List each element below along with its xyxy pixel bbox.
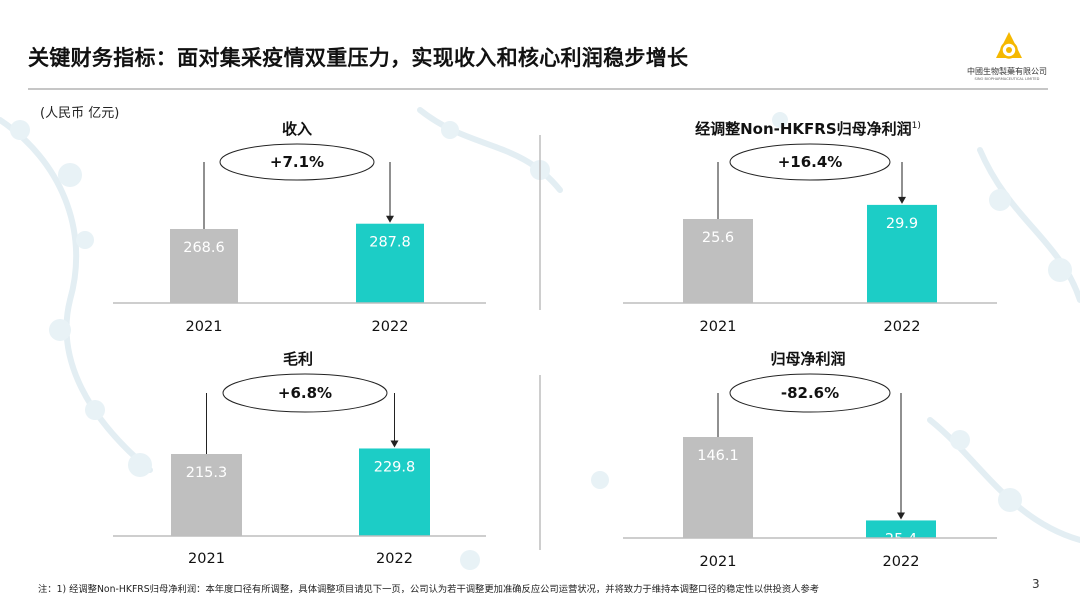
change-bubble — [219, 143, 375, 181]
page-number: 3 — [1032, 577, 1040, 591]
bar-value-label: 215.3 — [186, 465, 228, 481]
slide-title: 关键财务指标：面对集采疫情双重压力，实现收入和核心利润稳步增长 — [28, 46, 689, 70]
bar-value-label: 25.4 — [885, 531, 917, 547]
category-label: 2021 — [700, 319, 737, 335]
change-bubble — [729, 143, 891, 181]
bar-2022 — [359, 448, 430, 536]
change-bubble — [222, 373, 388, 413]
change-label: -82.6% — [781, 384, 839, 402]
category-label: 2022 — [884, 319, 921, 335]
bar-2022 — [866, 520, 936, 538]
category-label: 2021 — [186, 319, 223, 335]
category-label: 2021 — [700, 554, 737, 570]
bar-2022 — [356, 223, 424, 303]
bar-2021 — [171, 454, 242, 536]
bar-2021 — [683, 437, 753, 538]
bar-value-label: 25.6 — [702, 230, 734, 246]
title-divider — [28, 88, 1048, 90]
chart-title: 毛利 — [283, 350, 313, 368]
arrow-down-icon — [386, 215, 394, 223]
bar-value-label: 287.8 — [369, 235, 411, 251]
chart-title: 收入 — [282, 120, 312, 138]
category-label: 2022 — [372, 319, 409, 335]
bar-value-label: 229.8 — [374, 459, 416, 475]
company-name-en: SINO BIOPHARMACEUTICAL LIMITED — [974, 77, 1040, 81]
arrow-down-icon — [898, 196, 906, 204]
change-bubble — [729, 373, 891, 413]
bar-value-label: 268.6 — [183, 240, 225, 256]
company-logo-icon — [996, 32, 1022, 59]
chart-title: 归母净利润 — [770, 350, 845, 368]
bar-2021 — [170, 229, 238, 303]
change-label: +6.8% — [278, 384, 332, 402]
footnote: 注：1) 经调整Non-HKFRS归母净利润：本年度口径有所调整，具体调整项目请… — [38, 584, 820, 595]
bar-2021 — [683, 219, 753, 303]
chart-title: 经调整Non-HKFRS归母净利润1) — [695, 120, 921, 138]
arrow-down-icon — [390, 440, 399, 448]
arrow-down-icon — [897, 512, 905, 520]
bar-value-label: 146.1 — [697, 448, 739, 464]
bar-2022 — [867, 204, 937, 303]
category-label: 2022 — [883, 554, 920, 570]
company-name-cn: 中國生物製藥有限公司 — [967, 67, 1047, 76]
change-label: +7.1% — [270, 153, 324, 171]
category-label: 2022 — [376, 551, 413, 567]
change-label: +16.4% — [778, 153, 843, 171]
category-label: 2021 — [188, 551, 225, 567]
bar-value-label: 29.9 — [886, 216, 918, 232]
unit-label: (人民币 亿元) — [40, 106, 120, 121]
